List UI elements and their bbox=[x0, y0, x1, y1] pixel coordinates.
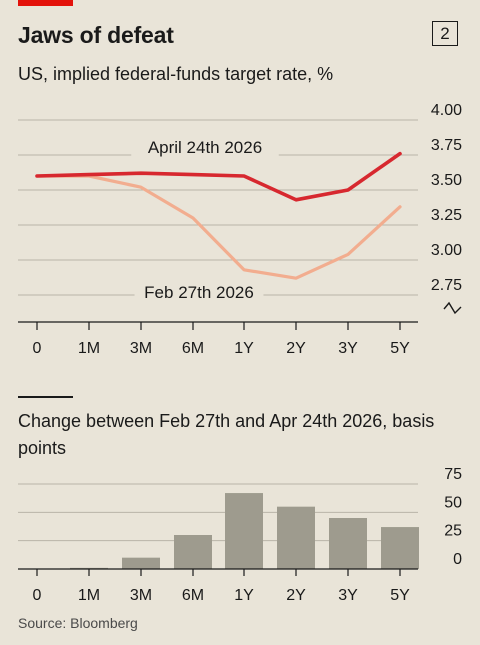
brand-accent-bar bbox=[18, 0, 73, 6]
line-chart-subtitle: US, implied federal-funds target rate, % bbox=[18, 64, 334, 84]
bar bbox=[329, 518, 367, 569]
y-tick-label: 25 bbox=[444, 523, 462, 540]
x-tick-label: 3M bbox=[130, 587, 152, 604]
x-tick-label: 1Y bbox=[234, 587, 254, 604]
x-tick-label: 3Y bbox=[338, 587, 358, 604]
x-tick-label: 5Y bbox=[390, 587, 410, 604]
chart-number-badge: 2 bbox=[432, 21, 458, 46]
bar-chart-subtitle: Change between Feb 27th and Apr 24th 202… bbox=[18, 411, 435, 458]
chart-title: Jaws of defeat bbox=[18, 22, 174, 48]
series-label-feb: Feb 27th 2026 bbox=[144, 283, 254, 302]
source-note: Source: Bloomberg bbox=[18, 615, 138, 631]
bar bbox=[277, 506, 315, 569]
y-tick-label: 2.75 bbox=[431, 277, 462, 294]
x-tick-label: 2Y bbox=[286, 587, 306, 604]
bar bbox=[122, 557, 160, 569]
y-tick-label: 3.25 bbox=[431, 207, 462, 224]
x-tick-label: 5Y bbox=[390, 340, 410, 357]
y-tick-label: 0 bbox=[453, 551, 462, 568]
y-tick-label: 3.75 bbox=[431, 137, 462, 154]
label-background bbox=[134, 282, 264, 303]
x-tick-label: 1M bbox=[78, 340, 100, 357]
series-line-april bbox=[35, 151, 402, 202]
y-tick-label: 3.00 bbox=[431, 242, 462, 259]
x-tick-label: 1Y bbox=[234, 340, 254, 357]
y-tick-label: 75 bbox=[444, 466, 462, 483]
y-tick-label: 3.50 bbox=[431, 172, 462, 189]
y-tick-label: 4.00 bbox=[431, 102, 462, 119]
section-divider bbox=[18, 396, 73, 398]
series-label-april: April 24th 2026 bbox=[148, 138, 262, 157]
bar bbox=[381, 527, 419, 569]
x-tick-label: 6M bbox=[182, 587, 204, 604]
x-tick-label: 0 bbox=[33, 340, 42, 357]
bar bbox=[174, 535, 212, 569]
x-tick-label: 3Y bbox=[338, 340, 358, 357]
y-tick-label: 50 bbox=[444, 494, 462, 511]
series-line-feb bbox=[35, 174, 402, 280]
label-background bbox=[131, 137, 279, 158]
x-tick-label: 3M bbox=[130, 340, 152, 357]
x-tick-label: 6M bbox=[182, 340, 204, 357]
bar bbox=[225, 493, 263, 569]
x-tick-label: 2Y bbox=[286, 340, 306, 357]
x-tick-label: 1M bbox=[78, 587, 100, 604]
axis-break-icon bbox=[443, 301, 462, 315]
x-tick-label: 0 bbox=[33, 587, 42, 604]
